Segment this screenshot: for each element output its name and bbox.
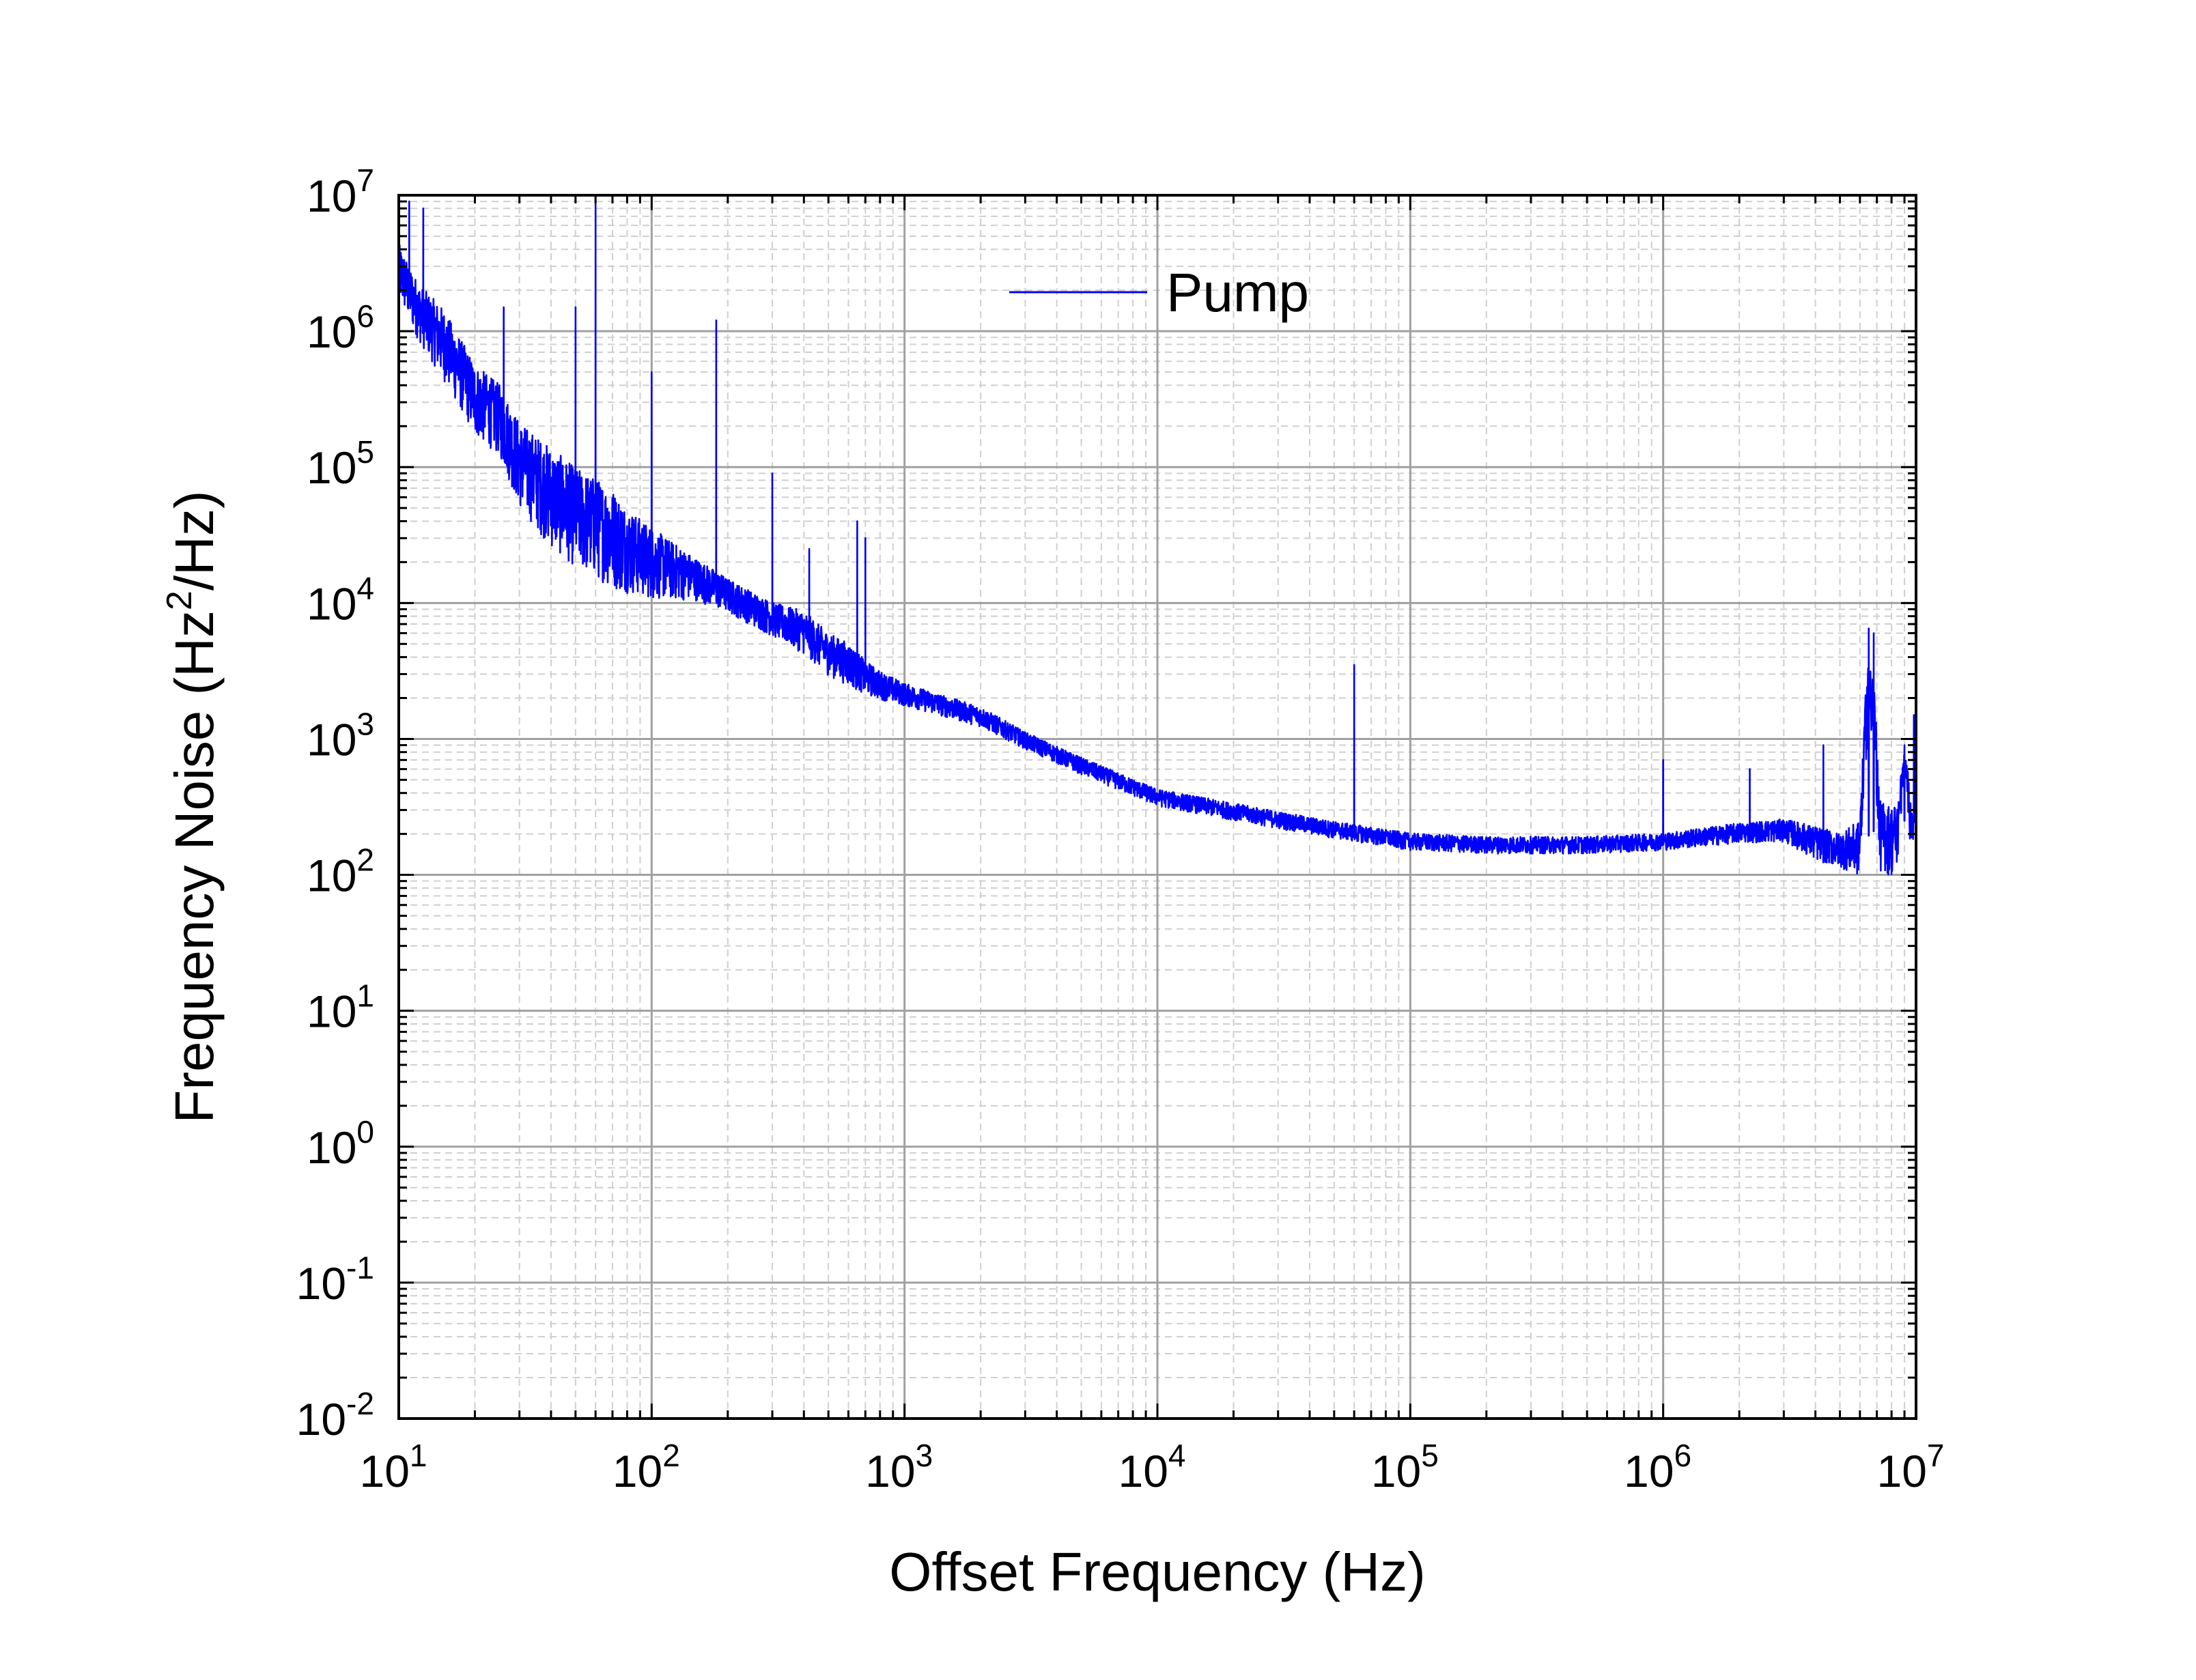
y-tick-label: 105 xyxy=(307,434,374,493)
legend: Pump xyxy=(1009,262,1309,323)
x-tick-label-base: 10 xyxy=(865,1446,915,1496)
y-tick-label-base: 10 xyxy=(307,307,356,357)
y-tick-label: 100 xyxy=(307,1114,374,1173)
x-tick-label-exponent: 7 xyxy=(1927,1438,1945,1473)
x-tick-label: 107 xyxy=(1876,1438,1944,1496)
y-tick-label: 102 xyxy=(307,842,374,901)
x-tick-label-exponent: 5 xyxy=(1421,1438,1439,1473)
y-tick-label: 106 xyxy=(307,298,374,357)
x-tick-label-exponent: 1 xyxy=(410,1438,427,1473)
x-tick-label-exponent: 4 xyxy=(1168,1438,1186,1473)
y-tick-label: 101 xyxy=(307,978,374,1037)
x-tick-label: 104 xyxy=(1118,1438,1185,1496)
y-tick-label-exponent: 4 xyxy=(356,570,374,606)
y-tick-label-exponent: 5 xyxy=(356,434,374,470)
x-tick-label-exponent: 3 xyxy=(916,1438,933,1473)
y-axis-title: Frequency Noise (Hz2/Hz) xyxy=(160,491,225,1124)
x-tick-label-exponent: 2 xyxy=(662,1438,680,1473)
y-axis-title-superscript: 2 xyxy=(160,590,199,610)
y-tick-label: 107 xyxy=(307,162,374,221)
x-tick-label-base: 10 xyxy=(613,1446,662,1496)
y-tick-label-exponent: 1 xyxy=(356,978,374,1014)
y-tick-label: 10-1 xyxy=(296,1250,374,1309)
axis-ticks xyxy=(397,194,1917,1420)
y-tick-label-base: 10 xyxy=(307,578,356,629)
y-tick-label-base: 10 xyxy=(307,171,356,221)
y-tick-label-exponent: 2 xyxy=(356,842,374,878)
y-tick-label: 103 xyxy=(307,706,374,765)
y-tick-label-exponent: -1 xyxy=(346,1250,374,1285)
y-tick-label: 104 xyxy=(307,570,374,629)
x-tick-label: 106 xyxy=(1624,1438,1691,1496)
y-axis-title-tail: /Hz) xyxy=(164,491,225,591)
x-tick-labels: 101 102 103 104 105 106 107 xyxy=(359,1438,1944,1496)
y-tick-label-exponent: -2 xyxy=(346,1386,374,1421)
x-tick-label: 102 xyxy=(613,1438,680,1496)
x-tick-label: 101 xyxy=(359,1438,427,1496)
x-tick-label-base: 10 xyxy=(359,1446,409,1496)
y-tick-label-exponent: 3 xyxy=(356,706,374,741)
y-tick-label-exponent: 0 xyxy=(356,1114,374,1150)
y-tick-label-base: 10 xyxy=(307,851,356,901)
x-tick-label-base: 10 xyxy=(1876,1446,1926,1496)
y-tick-label-base: 10 xyxy=(296,1394,346,1444)
y-tick-label-exponent: 7 xyxy=(356,162,374,198)
y-tick-label-base: 10 xyxy=(307,714,356,765)
x-tick-label-base: 10 xyxy=(1371,1446,1421,1496)
x-tick-label: 103 xyxy=(865,1438,933,1496)
x-tick-label-base: 10 xyxy=(1118,1446,1168,1496)
y-tick-label-base: 10 xyxy=(307,442,356,493)
y-tick-label: 10-2 xyxy=(296,1386,374,1444)
x-tick-label-exponent: 6 xyxy=(1674,1438,1692,1473)
y-tick-label-base: 10 xyxy=(307,1122,356,1173)
x-axis-title: Offset Frequency (Hz) xyxy=(889,1541,1425,1602)
legend-label-pump: Pump xyxy=(1166,262,1309,323)
y-tick-label-base: 10 xyxy=(307,986,356,1037)
y-tick-label-exponent: 6 xyxy=(356,298,374,334)
x-tick-label: 105 xyxy=(1371,1438,1439,1496)
y-axis-title-main: Frequency Noise (Hz xyxy=(164,610,225,1123)
x-tick-label-base: 10 xyxy=(1624,1446,1674,1496)
y-tick-label-base: 10 xyxy=(296,1258,346,1309)
series-line-pump xyxy=(399,195,1916,876)
